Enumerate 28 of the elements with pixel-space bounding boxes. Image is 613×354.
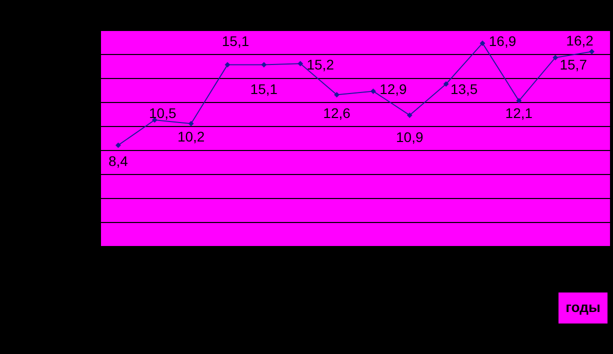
point	[334, 92, 340, 98]
point	[370, 88, 376, 94]
point	[188, 120, 194, 126]
point	[406, 112, 412, 118]
data-label: 13,5	[450, 81, 478, 97]
data-label: 15,1	[250, 80, 278, 97]
point	[224, 62, 230, 68]
data-label: 12,9	[380, 81, 408, 98]
point	[298, 60, 304, 66]
data-label: 10,5	[149, 105, 176, 121]
data-label: 16,9	[488, 33, 516, 50]
point	[261, 62, 267, 68]
data-label: 15,2	[306, 56, 334, 73]
data-label: 12,1	[505, 104, 533, 121]
data-label: 8,4	[108, 153, 128, 170]
data-label: 10,2	[177, 128, 205, 145]
data-label: 10,9	[396, 129, 424, 146]
data-label: 16,2	[566, 32, 594, 49]
point	[443, 81, 449, 87]
point	[516, 98, 522, 104]
text: годы	[566, 299, 600, 315]
point	[480, 40, 486, 46]
data-label: 15,1	[222, 32, 250, 49]
point	[589, 48, 595, 54]
point	[115, 142, 121, 148]
point	[552, 54, 558, 60]
data-label: 15,7	[560, 56, 588, 73]
data-label: 12,6	[323, 104, 351, 121]
